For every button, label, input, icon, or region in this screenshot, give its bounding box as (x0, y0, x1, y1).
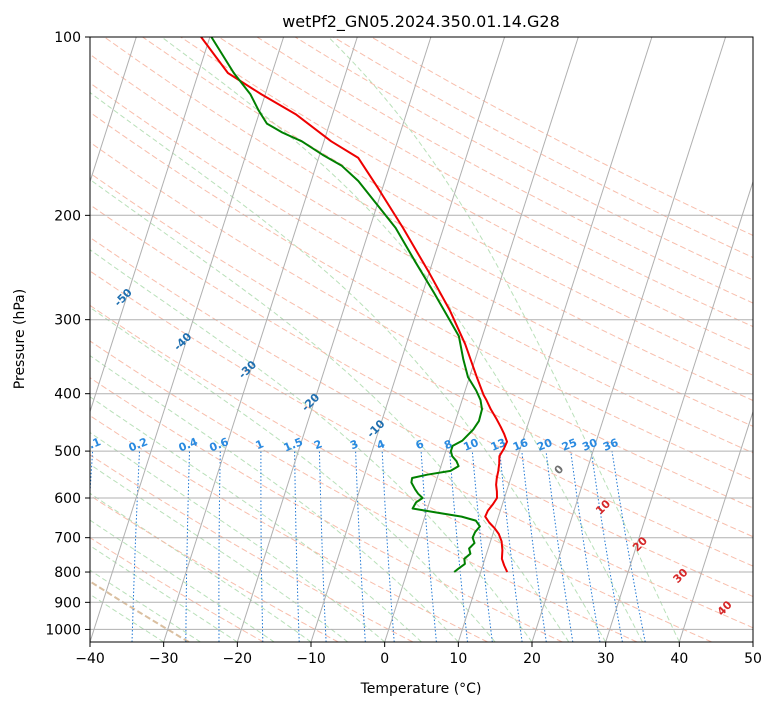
y-tick-label: 100 (54, 30, 81, 46)
moist-adiabat (90, 306, 496, 642)
isotherm-line (90, 37, 137, 184)
dry-adiabat (90, 82, 753, 454)
dewpoint-profile (210, 37, 483, 573)
dry-adiabat (90, 172, 753, 538)
moist-adiabat (90, 545, 238, 642)
temperature-profile (200, 37, 509, 573)
isotherm-line (531, 37, 727, 642)
dry-adiabat (90, 111, 753, 481)
dry-adiabat (90, 580, 190, 642)
mixing-ratio-line (570, 451, 601, 642)
chart-title: wetPf2_GN05.2024.350.01.14.G28 (282, 12, 560, 32)
mixing-ratio-line (218, 451, 221, 642)
dry-adiabat (218, 37, 753, 328)
moist-adiabat (90, 355, 459, 642)
mixing-ratio-label: 3 (348, 437, 360, 452)
mixing-ratio-label: 1 (254, 437, 266, 452)
dry-adiabat (90, 454, 414, 642)
dry-adiabat (90, 340, 638, 642)
mixing-ratio-label: 20 (535, 436, 554, 454)
dry-adiabat (90, 53, 753, 427)
mixing-ratio-line (260, 451, 264, 642)
y-tick-label: 700 (54, 531, 81, 547)
mixing-ratio-line (471, 451, 493, 642)
isotherm-line (384, 37, 579, 642)
x-tick-label: −30 (149, 651, 179, 667)
mixing-ratio-line (294, 451, 300, 642)
mixing-ratio-label: 16 (511, 436, 530, 454)
mixing-ratio-label: 2 (312, 437, 324, 452)
moist-adiabat (90, 463, 349, 642)
isotherm-line (90, 37, 211, 414)
isotherm-line (236, 37, 432, 642)
y-tick-label: 300 (54, 313, 81, 329)
dry-adiabat (90, 141, 753, 509)
mixing-ratio-label: 25 (560, 436, 579, 454)
x-tick-label: 50 (744, 651, 762, 667)
plot-frame (89, 36, 754, 643)
moist-adiabat (161, 37, 643, 642)
y-tick-label: 400 (54, 387, 81, 403)
mixing-ratio-line (318, 451, 327, 642)
isotherm-line (605, 180, 753, 642)
dry-adiabat (90, 204, 753, 567)
x-tick-label: 10 (449, 651, 467, 667)
mixing-ratio-line (499, 451, 523, 642)
x-tick-label: 0 (380, 651, 389, 667)
mixing-ratio-label: 30 (580, 436, 599, 454)
mixing-ratio-line (449, 451, 468, 642)
y-tick-label: 900 (54, 595, 81, 611)
moist-adiabat (90, 91, 607, 642)
x-tick-label: −40 (75, 651, 105, 667)
x-tick-label: 30 (597, 651, 615, 667)
isotherm-line (310, 37, 506, 642)
moist-adiabat (90, 178, 570, 642)
isotherm-line (90, 37, 285, 642)
x-tick-label: −20 (223, 651, 253, 667)
dry-adiabat (90, 377, 563, 642)
mixing-ratio-label: 8 (442, 437, 454, 452)
y-tick-label: 500 (54, 444, 81, 460)
dry-adiabat (90, 537, 264, 642)
y-axis-label: Pressure (hPa) (12, 289, 28, 389)
mixing-ratio-line (521, 451, 547, 642)
moist-adiabat (90, 519, 275, 642)
mixing-ratio-line (131, 451, 140, 642)
mixing-ratio-label: 36 (601, 436, 620, 454)
y-tick-label: 200 (54, 208, 81, 224)
x-tick-label: −10 (296, 651, 326, 667)
dry-adiabat (90, 304, 712, 642)
moist-adiabat (90, 396, 422, 642)
mixing-ratio-line (611, 451, 646, 642)
x-axis-label: Temperature (°C) (360, 681, 482, 697)
mixing-ratio-line (590, 451, 623, 642)
x-tick-label: 20 (523, 651, 541, 667)
mixing-ratio-label: 10 (461, 436, 480, 454)
y-tick-label: 800 (54, 565, 81, 581)
dry-adiabat (90, 236, 753, 598)
dry-adiabat (104, 37, 753, 402)
x-tick-label: 40 (670, 651, 688, 667)
dry-adiabat (90, 415, 488, 642)
isotherm-line (678, 410, 753, 642)
mixing-ratio-line (185, 451, 190, 642)
y-tick-label: 1000 (45, 622, 81, 638)
dry-adiabat (142, 37, 753, 376)
isotherm-line (457, 37, 653, 642)
y-tick-label: 600 (54, 491, 81, 507)
moist-adiabat (90, 249, 533, 642)
